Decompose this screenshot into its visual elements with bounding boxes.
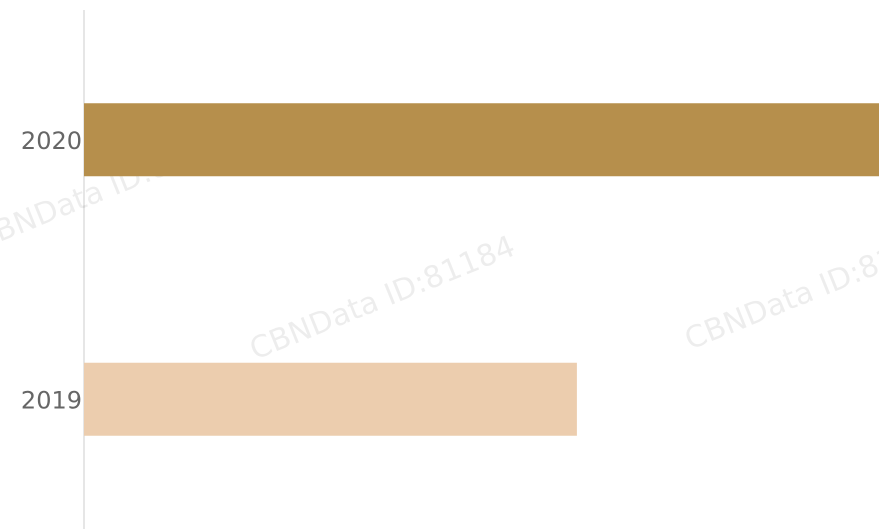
bar <box>84 362 577 436</box>
bar <box>84 103 879 177</box>
y-tick-label: 2020 <box>21 127 82 155</box>
y-tick-label: 2019 <box>21 386 82 414</box>
watermark: CBNData ID:81184 <box>680 219 879 357</box>
watermark: CBNData ID:81184 <box>245 229 520 367</box>
